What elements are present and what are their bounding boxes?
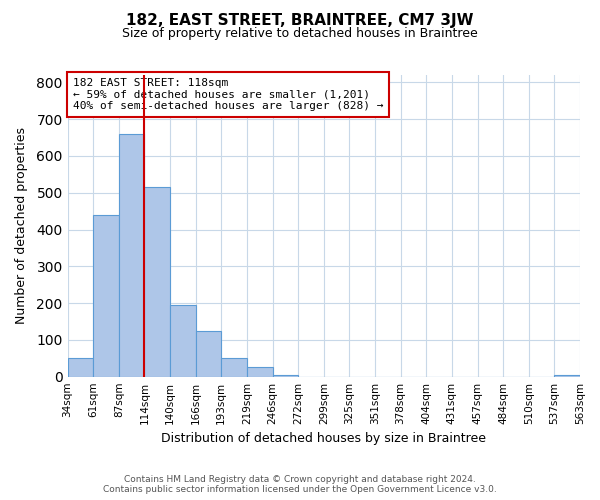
Bar [272, 375, 298, 376]
Bar [93, 215, 119, 376]
Bar [221, 358, 247, 376]
Bar [554, 375, 580, 376]
Text: Size of property relative to detached houses in Braintree: Size of property relative to detached ho… [122, 28, 478, 40]
X-axis label: Distribution of detached houses by size in Braintree: Distribution of detached houses by size … [161, 432, 486, 445]
Y-axis label: Number of detached properties: Number of detached properties [15, 128, 28, 324]
Bar [145, 187, 170, 376]
Bar [170, 305, 196, 376]
Text: Contains HM Land Registry data © Crown copyright and database right 2024.: Contains HM Land Registry data © Crown c… [124, 475, 476, 484]
Text: 182 EAST STREET: 118sqm
← 59% of detached houses are smaller (1,201)
40% of semi: 182 EAST STREET: 118sqm ← 59% of detache… [73, 78, 383, 111]
Text: Contains public sector information licensed under the Open Government Licence v3: Contains public sector information licen… [103, 485, 497, 494]
Bar [68, 358, 93, 376]
Bar [119, 134, 145, 376]
Bar [196, 330, 221, 376]
Text: 182, EAST STREET, BRAINTREE, CM7 3JW: 182, EAST STREET, BRAINTREE, CM7 3JW [126, 12, 474, 28]
Bar [247, 368, 272, 376]
